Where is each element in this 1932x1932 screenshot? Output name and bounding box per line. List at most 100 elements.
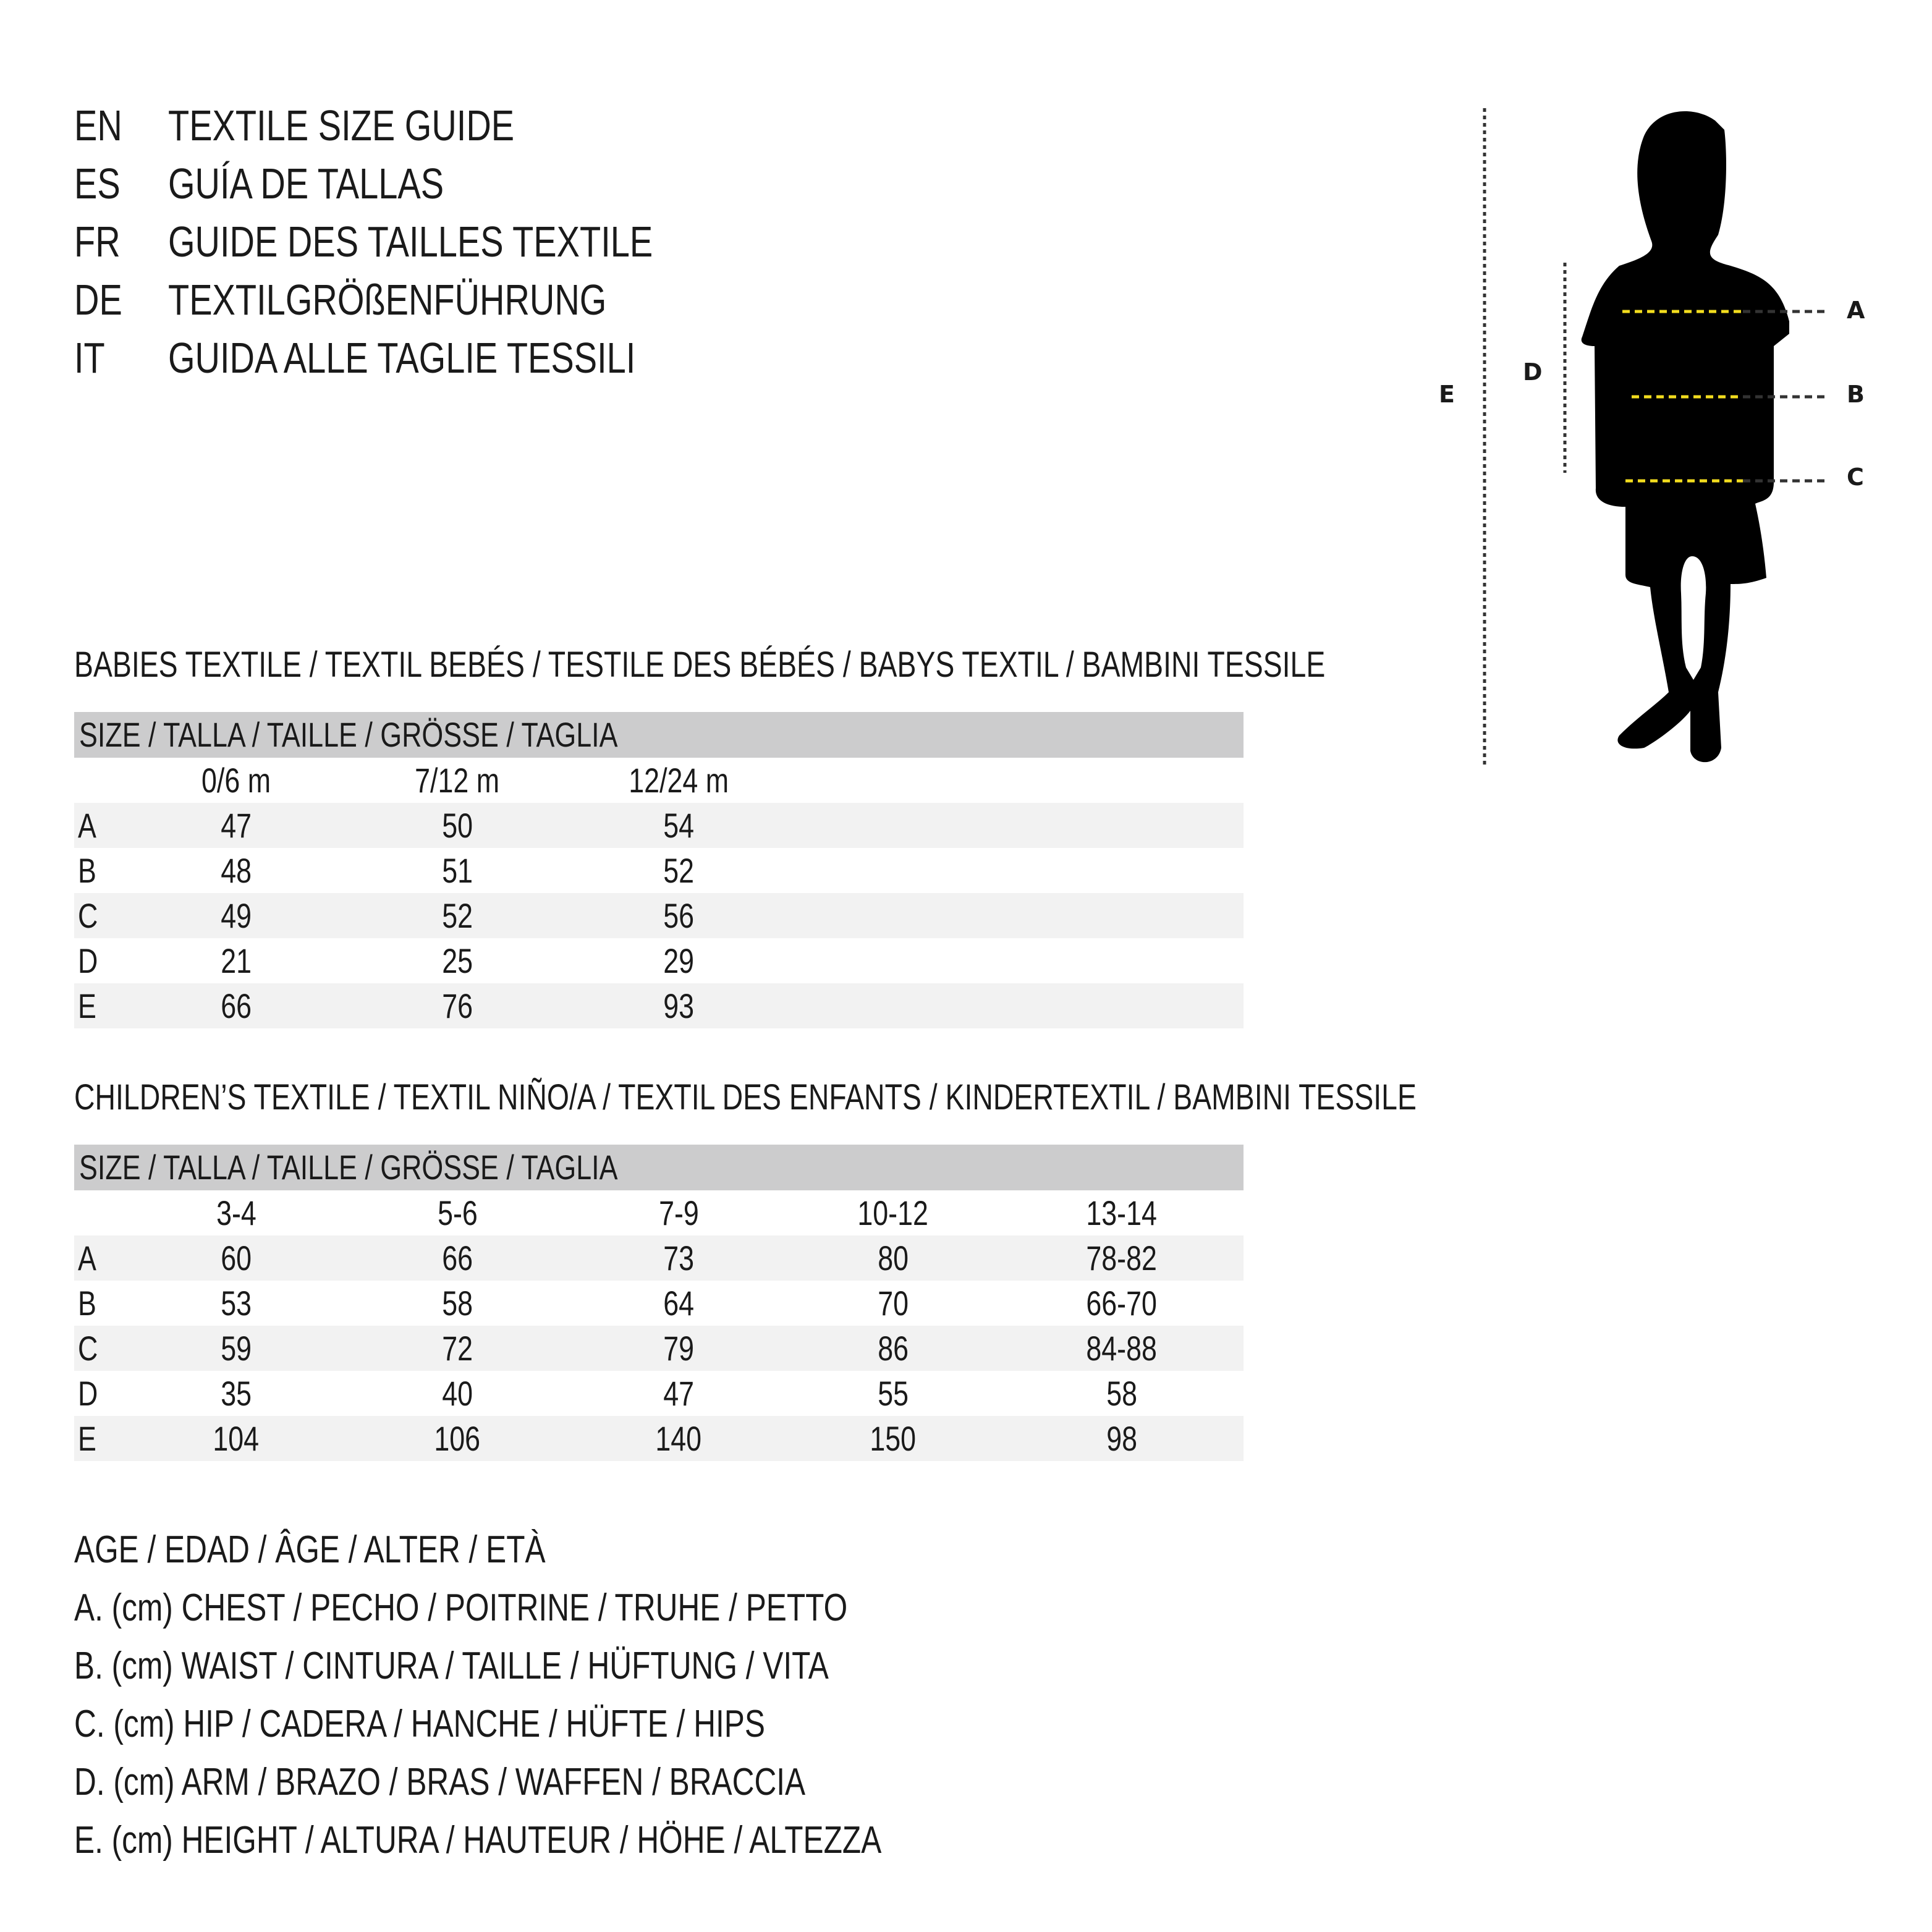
row-label-text: B [78,851,96,890]
table-cell: 25 [365,938,550,983]
language-code: FR [74,218,121,266]
cell-value: 25 [442,941,473,980]
row-label: B [78,1281,101,1326]
cell-value: 54 [663,806,694,845]
table-cell: 73 [586,1235,771,1281]
table-cell: 55 [800,1371,986,1416]
column-header-text: 12/24 m [629,761,729,800]
table-cell: 104 [143,1416,329,1461]
cell-value: 58 [442,1284,473,1323]
cell-value: 58 [1106,1374,1137,1413]
cell-value: 53 [221,1284,252,1323]
legend-text: AGE / EDAD / ÂGE / ALTER / ETÀ [74,1528,546,1571]
legend-chest: A. (cm) CHEST / PECHO / POITRINE / TRUHE… [74,1589,1041,1627]
row-label-text: E [78,986,96,1025]
label-d: D [1523,358,1543,386]
cell-value: 51 [442,851,473,890]
cell-value: 64 [663,1284,694,1323]
table-cell: 93 [586,983,771,1028]
language-code: ES [74,159,121,208]
row-label-text: B [78,1284,96,1323]
language-code: IT [74,334,105,382]
column-header-text: 5-6 [437,1193,478,1232]
table-cell: 59 [143,1326,329,1371]
table-cell: 66 [143,983,329,1028]
row-label-text: C [78,896,98,935]
title-es: ES GUÍA DE TALLAS [74,162,939,205]
row-label: E [78,1416,101,1461]
row-label: A [78,1235,101,1281]
table-cell: 52 [365,893,550,938]
table-cell: 53 [143,1281,329,1326]
size-header: SIZE / TALLA / TAILLE / GRÖSSE / TAGLIA [74,1145,1244,1190]
cell-value: 56 [663,896,694,935]
cell-value: 73 [663,1239,694,1277]
title-text: TEXTILE SIZE GUIDE [168,101,515,150]
size-header: SIZE / TALLA / TAILLE / GRÖSSE / TAGLIA [74,712,1244,758]
cell-value: 76 [442,986,473,1025]
column-header-text: 7/12 m [415,761,500,800]
size-header-text: SIZE / TALLA / TAILLE / GRÖSSE / TAGLIA [79,715,618,754]
cell-value: 49 [221,896,252,935]
column-header-text: 10-12 [857,1193,929,1232]
table-cell: 54 [586,803,771,848]
size-header-text: SIZE / TALLA / TAILLE / GRÖSSE / TAGLIA [79,1148,618,1187]
column-header: 7-9 [586,1190,771,1235]
cell-value: 140 [655,1419,702,1458]
cell-value: 66 [442,1239,473,1277]
cell-value: 52 [663,851,694,890]
title-text: GUIDE DES TAILLES TEXTILE [168,218,653,266]
table-cell: 60 [143,1235,329,1281]
table-cell: 66 [365,1235,550,1281]
row-label: A [78,803,101,848]
table-cell: 40 [365,1371,550,1416]
cell-value: 47 [663,1374,694,1413]
table-cell: 66-70 [1029,1281,1214,1326]
babies-size-table: SIZE / TALLA / TAILLE / GRÖSSE / TAGLIA 0… [74,712,1244,1028]
label-b: B [1847,381,1865,408]
title-en: EN TEXTILE SIZE GUIDE [74,104,939,147]
title-fr: FR GUIDE DES TAILLES TEXTILE [74,220,939,263]
column-header: 3-4 [143,1190,329,1235]
table-row: E 104 106 140 150 98 [74,1416,1244,1461]
legend-text: A. (cm) CHEST / PECHO / POITRINE / TRUHE… [74,1587,848,1629]
children-heading-text: CHILDREN’S TEXTILE / TEXTIL NIÑO/A / TEX… [74,1077,1417,1117]
cell-value: 80 [878,1239,909,1277]
table-cell: 48 [143,848,329,893]
cell-value: 59 [221,1329,252,1368]
table-row: A 60 66 73 80 78-82 [74,1235,1244,1281]
column-header-text: 7-9 [658,1193,699,1232]
legend-text: C. (cm) HIP / CADERA / HANCHE / HÜFTE / … [74,1703,765,1745]
title-text: TEXTILGRÖßENFÜHRUNG [168,276,607,324]
cell-value: 35 [221,1374,252,1413]
table-cell: 50 [365,803,550,848]
legend-waist: B. (cm) WAIST / CINTURA / TAILLE / HÜFTU… [74,1647,1017,1685]
table-cell: 47 [586,1371,771,1416]
legend-height: E. (cm) HEIGHT / ALTURA / HAUTEUR / HÖHE… [74,1821,1083,1860]
table-cell: 78-82 [1029,1235,1214,1281]
cell-value: 60 [221,1239,252,1277]
cell-value: 52 [442,896,473,935]
cell-value: 150 [870,1419,917,1458]
legend-arm: D. (cm) ARM / BRAZO / BRAS / WAFFEN / BR… [74,1763,988,1802]
legend-text: B. (cm) WAIST / CINTURA / TAILLE / HÜFTU… [74,1645,829,1687]
row-label-text: C [78,1329,98,1368]
row-label: C [78,1326,103,1371]
title-text: GUIDA ALLE TAGLIE TESSILI [168,334,636,382]
label-e: E [1439,381,1455,408]
title-text: GUÍA DE TALLAS [168,159,444,208]
cell-value: 47 [221,806,252,845]
cell-value: 84-88 [1086,1329,1158,1368]
table-cell: 98 [1029,1416,1214,1461]
column-header: 12/24 m [586,758,771,803]
table-row: E 66 76 93 [74,983,1244,1028]
legend-text: D. (cm) ARM / BRAZO / BRAS / WAFFEN / BR… [74,1761,806,1803]
children-size-table: SIZE / TALLA / TAILLE / GRÖSSE / TAGLIA 3… [74,1145,1244,1461]
cell-value: 55 [878,1374,909,1413]
column-header-row: 0/6 m 7/12 m 12/24 m [74,758,1244,803]
table-cell: 72 [365,1326,550,1371]
cell-value: 48 [221,851,252,890]
cell-value: 98 [1106,1419,1137,1458]
table-cell: 47 [143,803,329,848]
